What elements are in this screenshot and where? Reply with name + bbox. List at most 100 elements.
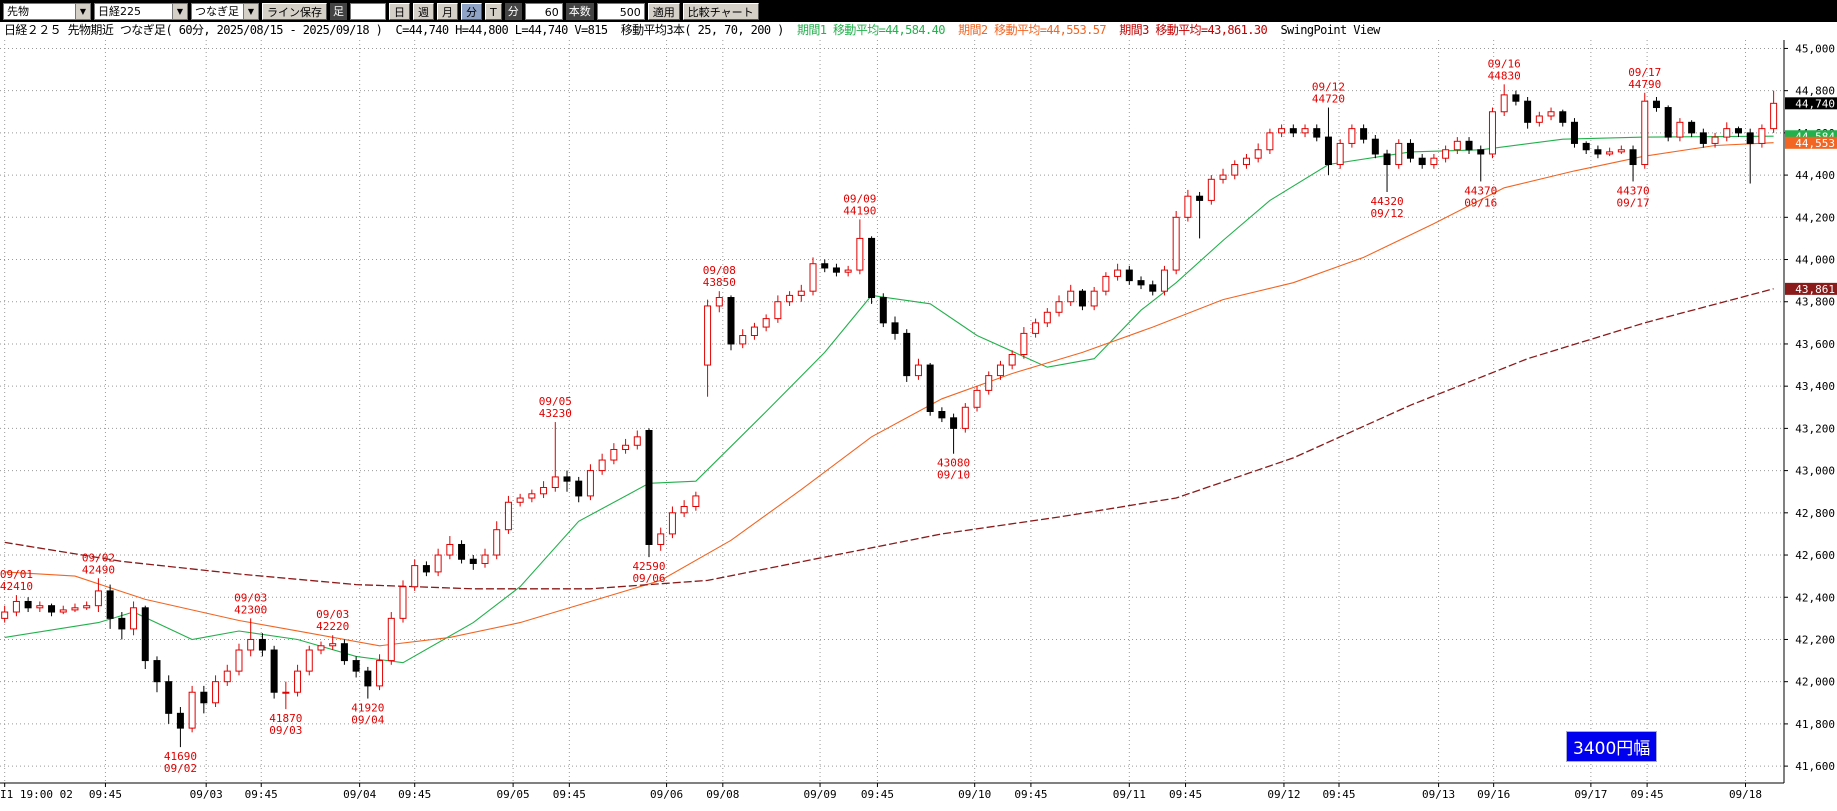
candle-body [1477,149,1485,155]
candle-body [504,501,512,531]
compare-button[interactable]: 比較チャート [682,2,759,20]
candle-body [1512,94,1520,102]
swing-price: 43080 [937,457,970,470]
unit-label: 分 [504,2,522,20]
candle-body [1606,151,1614,155]
candle-body [1582,142,1590,151]
x-tick-label: 09/09 [803,788,836,801]
candle-body [727,297,735,345]
candle-body [1453,140,1461,151]
period-input[interactable]: 60 [524,2,563,20]
candle-body [985,375,993,391]
candle-body [633,436,641,446]
swing-price: 44370 [1464,184,1497,197]
candle-body [832,267,840,273]
mode-select[interactable]: つなぎ足 ▼ [191,2,259,20]
candle-body [1652,100,1660,109]
save-button[interactable]: ライン保存 [262,2,327,20]
candle-body [891,322,899,334]
candle-body [1617,149,1625,153]
tick-button[interactable]: T [485,2,502,20]
x-tick-label: 09/04 [343,788,376,801]
candle-body [59,609,67,613]
candle-body [856,237,864,271]
month-button[interactable]: 月 [437,2,458,20]
y-tick-label: 44,000 [1795,254,1835,267]
view-label: SwingPoint View [1280,23,1380,37]
swing-price: 44190 [843,204,876,217]
y-tick-label: 42,800 [1795,507,1835,520]
candle-body [305,649,313,672]
y-tick-label: 42,200 [1795,633,1835,646]
candle-body [1360,128,1368,140]
candle-body [786,294,794,303]
candle-body [1196,195,1204,201]
x-tick-label: 09:45 [1014,788,1047,801]
x-tick-label: 09:45 [398,788,431,801]
y-tick-label: 43,800 [1795,296,1835,309]
index-select[interactable]: 日経225 ▼ [94,2,188,20]
x-tick-label: 09/13 [1422,788,1455,801]
candle-body [1395,142,1403,166]
candle-body [821,263,829,269]
ma-setting: 移動平均3本( 25, 70, 200 ) [620,23,785,37]
candle-body [1535,115,1543,123]
candle-body [516,497,524,503]
candle-body [1008,354,1016,366]
candle-body [1594,149,1602,155]
candle-body [1336,142,1344,166]
x-tick-label: 09:45 [1631,788,1664,801]
swing-price: 42300 [234,603,267,616]
candle-body [1207,178,1215,201]
candle-body [329,643,337,647]
swing-price: 42590 [632,560,665,573]
x-tick-label: 09:45 [553,788,586,801]
candle-body [1418,157,1426,166]
y-tick-label: 44,800 [1795,85,1835,98]
y-tick-label: 43,000 [1795,465,1835,478]
candle-body [973,389,981,408]
x-tick-label: 09/03 [190,788,223,801]
moving-average-line [4,288,1774,590]
candle-body [83,605,91,609]
candle-body [434,554,442,573]
candle-body [176,712,184,729]
candle-body [950,417,958,429]
candle-body [797,290,805,296]
ohlcv: C=44,740 H=44,800 L=44,740 V=815 [395,23,608,37]
x-tick-label: 09/10 [958,788,991,801]
candle-body [1500,94,1508,113]
swing-date: 09/05 [539,395,572,408]
y-tick-label: 44,200 [1795,211,1835,224]
candle-body [12,600,20,613]
market-select[interactable]: 先物 ▼ [3,2,91,20]
candle-body [540,486,548,495]
swing-price: 41870 [269,712,302,725]
candle-body [1699,132,1707,144]
candle-body [996,364,1004,377]
ma3-value: 期間3 移動平均=43,861.30 [1119,23,1268,37]
candle-body [1488,111,1496,155]
apply-button[interactable]: 適用 [647,2,680,20]
week-button[interactable]: 週 [413,2,434,20]
candle-body [282,691,290,694]
x-tick-label: 09:45 [1322,788,1355,801]
candle-body [528,493,536,499]
day-button[interactable]: 日 [389,2,410,20]
candle-body [118,617,126,630]
candle-body [106,590,114,619]
candle-body [1664,107,1672,138]
candle-body [1172,216,1180,271]
y-tick-label: 42,400 [1795,591,1835,604]
swing-price: 42490 [82,563,115,576]
minute-button[interactable]: 分 [461,2,482,20]
candle-body [1032,322,1040,334]
candle-body [575,480,583,497]
bar-input[interactable] [350,2,386,20]
candle-body [868,237,876,299]
candle-body [1114,269,1122,277]
candle-body [1676,121,1684,138]
count-input[interactable]: 500 [596,2,645,20]
mode: つなぎ足 [195,5,239,18]
